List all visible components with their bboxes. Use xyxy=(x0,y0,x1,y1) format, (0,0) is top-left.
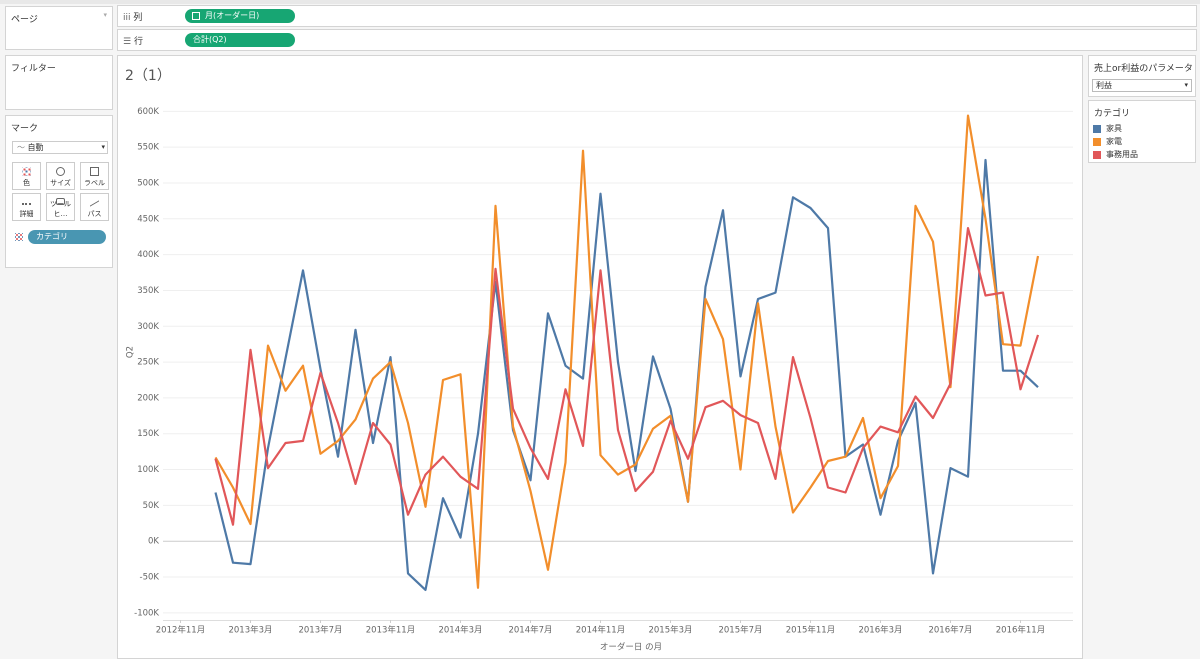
y-tick-label: 50K xyxy=(143,501,160,511)
columns-label: iii 列 xyxy=(123,13,143,23)
legend-swatch xyxy=(1093,137,1101,146)
pages-card: ページ ▾ xyxy=(5,6,113,50)
x-tick-label: 2014年3月 xyxy=(438,625,482,636)
legend-entry[interactable]: 家電 xyxy=(1093,135,1138,148)
x-tick-label: 2013年11月 xyxy=(366,625,415,636)
x-tick-label: 2015年7月 xyxy=(718,625,762,636)
filters-card: フィルター xyxy=(5,55,113,110)
x-tick-label: 2016年7月 xyxy=(928,625,972,636)
legend-swatch xyxy=(1093,124,1101,133)
y-tick-label: 200K xyxy=(137,393,159,403)
color-button[interactable]: 色 xyxy=(12,162,41,190)
legend-label: 家具 xyxy=(1106,124,1122,133)
columns-pill[interactable]: 月(オーダー日) xyxy=(185,9,295,23)
x-axis-title: オーダー日 の月 xyxy=(600,642,662,653)
y-tick-label: 400K xyxy=(137,250,159,260)
detail-button[interactable]: 詳細 xyxy=(12,193,41,221)
parameter-value: 利益 xyxy=(1096,81,1112,90)
category-pill[interactable]: カテゴリ xyxy=(28,230,106,244)
label-button[interactable]: ラベル xyxy=(80,162,109,190)
mark-type-dropdown[interactable]: 〜 自動 ▾ xyxy=(12,141,108,154)
legend-entry[interactable]: 家具 xyxy=(1093,122,1138,135)
x-tick-label: 2012年11月 xyxy=(156,625,205,636)
y-tick-label: -50K xyxy=(140,573,160,583)
rows-label: ☰ 行 xyxy=(123,37,143,47)
legend-card: カテゴリ 家具家電事務用品 xyxy=(1088,100,1196,163)
pill-icon xyxy=(192,12,200,20)
y-tick-label: 0K xyxy=(148,537,159,547)
parameter-title: 売上or利益のパラメータ xyxy=(1094,64,1193,74)
button-label: 詳細 xyxy=(19,210,34,218)
series-line xyxy=(214,227,1040,526)
shelf-label: 列 xyxy=(133,13,143,23)
parameter-dropdown[interactable]: 利益 ▾ xyxy=(1092,79,1192,92)
series-line xyxy=(214,114,1040,589)
size-button[interactable]: サイズ xyxy=(46,162,75,190)
button-label: 色 xyxy=(23,179,30,187)
y-tick-label: 600K xyxy=(137,107,159,117)
y-tick-label: 300K xyxy=(137,322,159,332)
x-tick-label: 2014年7月 xyxy=(508,625,552,636)
button-label: サイズ xyxy=(50,179,71,187)
pages-title: ページ xyxy=(11,15,38,25)
legend-items: 家具 家電 事務用品 xyxy=(1093,122,1138,161)
rows-pill[interactable]: 合計(Q2) xyxy=(185,33,295,47)
y-tick-label: 100K xyxy=(137,465,159,475)
chart-pane: 2（1） Q2 オーダー日 の月 -100K -50K 0K 50K 100K 150K 2… xyxy=(117,55,1083,659)
y-tick-label: 500K xyxy=(137,178,159,188)
tooltip-button[interactable]: ツールヒ… xyxy=(46,193,75,221)
menu-arrow[interactable]: ▾ xyxy=(103,11,107,19)
x-tick-label: 2013年7月 xyxy=(298,625,342,636)
mark-type: 自動 xyxy=(27,143,44,152)
x-tick-label: 2015年11月 xyxy=(786,625,835,636)
y-tick-label: 350K xyxy=(137,286,159,296)
x-tick-label: 2014年11月 xyxy=(576,625,625,636)
tab-strip xyxy=(0,0,1200,4)
button-label: パス xyxy=(87,210,102,218)
y-axis-title: Q2 xyxy=(126,346,136,358)
y-tick-label: 150K xyxy=(137,429,159,439)
x-tick-label: 2016年3月 xyxy=(858,625,902,636)
rows-shelf: ☰ 行 合計(Q2) xyxy=(117,29,1197,51)
chart: Q2 オーダー日 の月 -100K -50K 0K 50K 100K 150K 200K 25… xyxy=(126,107,1073,653)
x-tick-label: 2016年11月 xyxy=(996,625,1045,636)
parameter-card: 売上or利益のパラメータ 利益 ▾ xyxy=(1088,55,1196,97)
y-tick-label: 550K xyxy=(137,143,159,153)
marks-card: マーク 〜 自動 ▾ 色 サイズ ラベル 詳細 ツールヒ… パス カテゴリ xyxy=(5,115,113,268)
color-icon xyxy=(15,233,23,241)
legend-swatch xyxy=(1093,150,1101,159)
y-tick-label: 250K xyxy=(137,358,159,368)
legend-label: 家電 xyxy=(1106,137,1122,146)
x-tick-label: 2013年3月 xyxy=(228,625,272,636)
path-button[interactable]: パス xyxy=(80,193,109,221)
filters-title: フィルター xyxy=(11,64,56,74)
chart-title: 2（1） xyxy=(125,68,171,84)
button-label: ツールヒ… xyxy=(50,200,71,218)
x-tick-label: 2015年3月 xyxy=(648,625,692,636)
legend-title: カテゴリ xyxy=(1094,109,1131,119)
pill-text: 月(オーダー日) xyxy=(205,11,260,20)
legend-label: 事務用品 xyxy=(1106,150,1138,159)
shelf-label: 行 xyxy=(133,37,143,47)
legend-entry[interactable]: 事務用品 xyxy=(1093,148,1138,161)
columns-shelf: iii 列 月(オーダー日) xyxy=(117,5,1197,27)
y-tick-label: 450K xyxy=(137,214,159,224)
button-label: ラベル xyxy=(84,179,105,187)
y-tick-label: -100K xyxy=(134,608,159,618)
marks-title: マーク xyxy=(11,124,39,134)
